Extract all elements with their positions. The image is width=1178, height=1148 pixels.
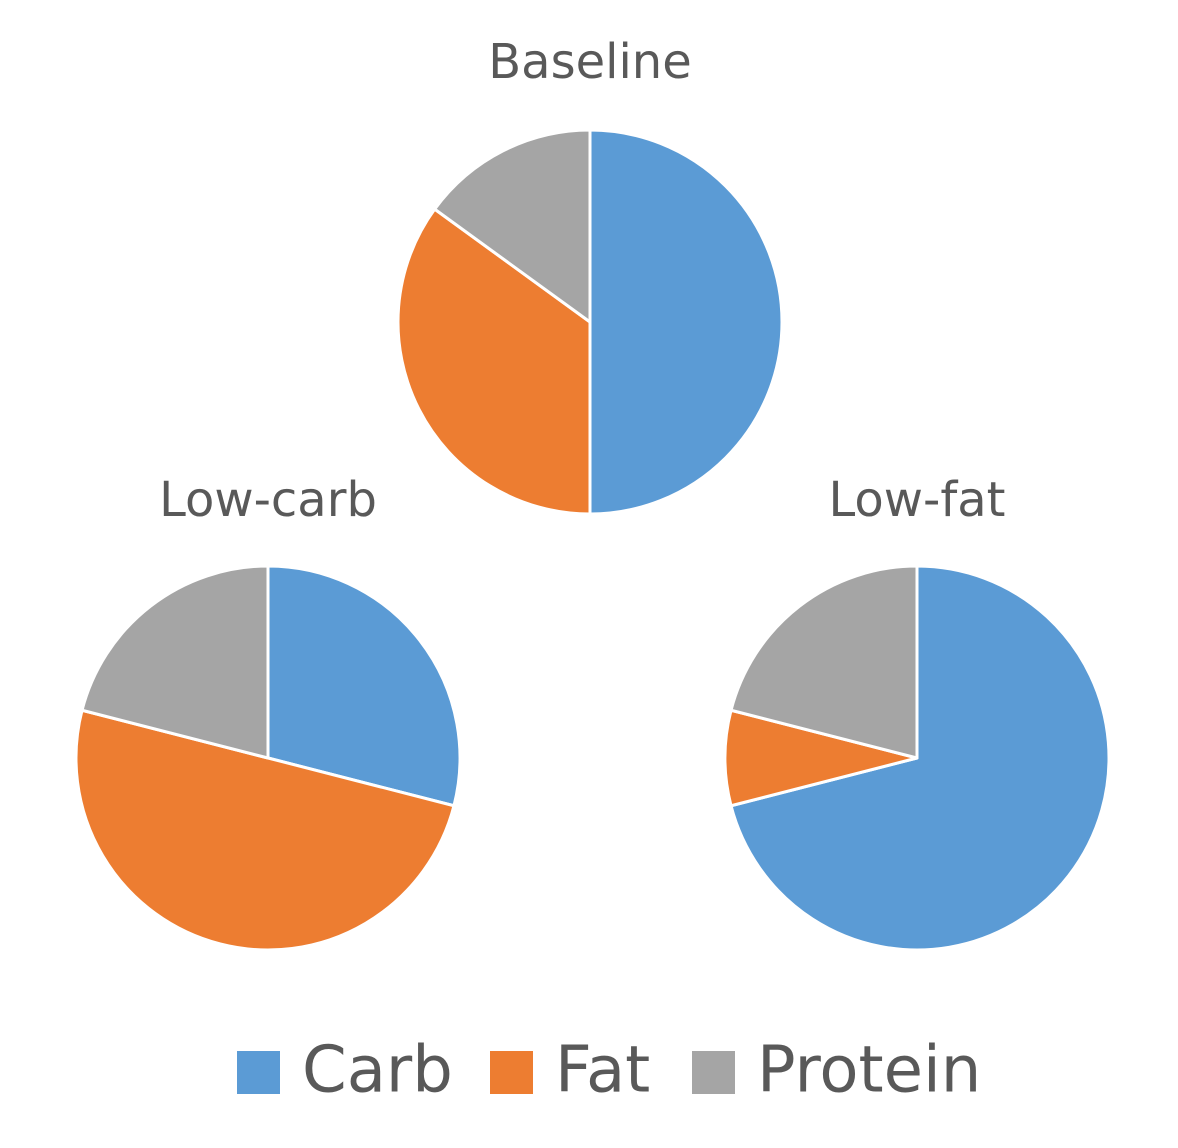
pie-title: Low-fat — [829, 472, 1006, 528]
legend-label: Carb — [302, 1034, 453, 1108]
legend-label: Fat — [555, 1034, 650, 1108]
pie-slice — [74, 708, 456, 952]
pie-slice — [588, 128, 784, 516]
legend-swatch — [692, 1051, 735, 1094]
pie-slice — [723, 708, 919, 808]
legend-swatch — [490, 1051, 533, 1094]
pie-slice — [433, 128, 592, 324]
pie-slice — [729, 564, 919, 760]
pie-slice — [266, 564, 462, 808]
pie-title: Baseline — [488, 34, 692, 90]
legend-label: Protein — [757, 1034, 981, 1108]
pie-slice — [729, 564, 1111, 952]
legend-swatch — [237, 1051, 280, 1094]
pie-slice — [80, 564, 270, 760]
pie-slice — [396, 207, 592, 516]
pie-title: Low-carb — [159, 472, 377, 528]
